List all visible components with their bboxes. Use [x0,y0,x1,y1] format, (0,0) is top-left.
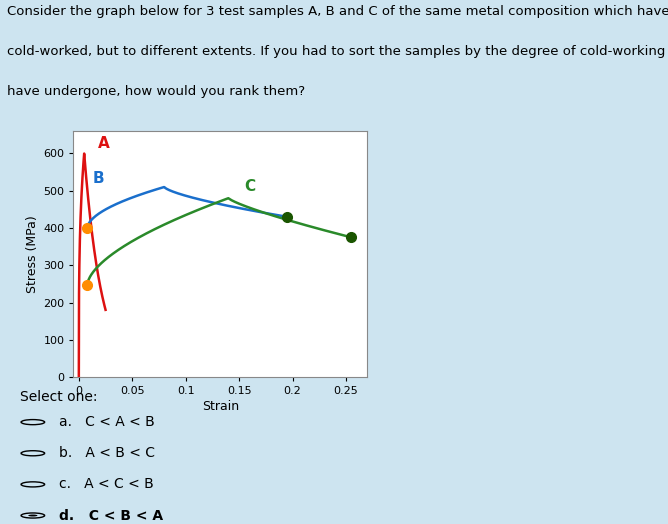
Text: Select one:: Select one: [20,390,98,403]
Text: B: B [93,171,104,186]
Text: a.   C < A < B: a. C < A < B [59,415,155,429]
Text: b.   A < B < C: b. A < B < C [59,446,155,460]
Text: d.   C < B < A: d. C < B < A [59,508,163,522]
Text: c.   A < C < B: c. A < C < B [59,477,154,492]
Text: C: C [244,179,256,194]
Text: cold-worked, but to different extents. If you had to sort the samples by the deg: cold-worked, but to different extents. I… [7,45,668,58]
X-axis label: Strain: Strain [202,400,239,413]
Text: A: A [98,136,110,151]
Text: Consider the graph below for 3 test samples A, B and C of the same metal composi: Consider the graph below for 3 test samp… [7,5,668,18]
Circle shape [28,515,37,517]
Y-axis label: Stress (MPa): Stress (MPa) [26,215,39,293]
Text: have undergone, how would you rank them?: have undergone, how would you rank them? [7,85,305,98]
